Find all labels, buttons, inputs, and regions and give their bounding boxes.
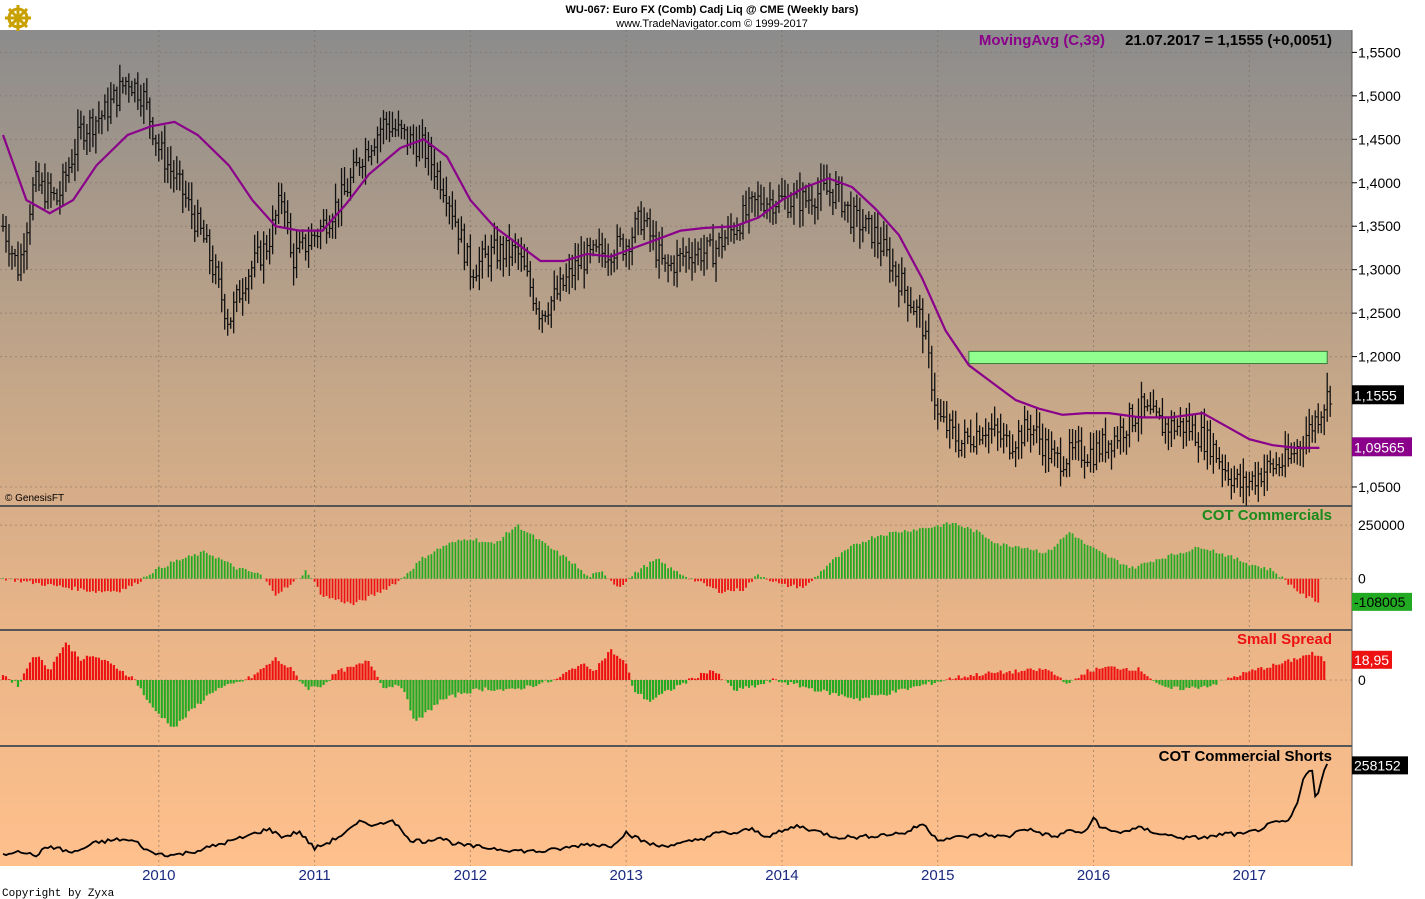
shorts-last-box bbox=[1352, 756, 1408, 775]
cot-commercials-bars bbox=[2, 522, 1320, 606]
x-tick-label: 2015 bbox=[921, 867, 954, 884]
price-tick-label: 1,4500 bbox=[1358, 131, 1401, 147]
price-tick-label: 1,5500 bbox=[1358, 44, 1401, 60]
cot-shorts-line bbox=[2, 763, 1329, 858]
copyright-credit: Copyright by Zyxa bbox=[2, 888, 115, 899]
last-close-box bbox=[1352, 385, 1404, 405]
shorts-last-label: 258152 bbox=[1354, 757, 1401, 773]
cot-tick-label: 250000 bbox=[1358, 517, 1405, 533]
spread-last-label: 18,95 bbox=[1354, 652, 1389, 668]
price-tick-label: 1,5000 bbox=[1358, 88, 1401, 104]
price-tick-label: 1,2500 bbox=[1358, 305, 1401, 321]
x-tick-label: 2012 bbox=[454, 867, 487, 884]
last-close-label: 1,1555 bbox=[1354, 387, 1397, 403]
x-tick-label: 2010 bbox=[142, 867, 175, 884]
x-tick-label: 2013 bbox=[609, 867, 642, 884]
spread-last-box bbox=[1352, 650, 1392, 669]
resistance-band bbox=[968, 350, 1328, 365]
date-value: 21.07.2017 = 1,1555 (+0,0051) bbox=[1125, 32, 1332, 49]
panel-title-small-spread: Small Spread bbox=[1237, 631, 1332, 648]
price-tick-label: 1,0500 bbox=[1358, 479, 1401, 495]
panel-title-cot-shorts: COT Commercial Shorts bbox=[1159, 748, 1332, 765]
moving-average-line bbox=[1, 120, 1320, 449]
spread-tick-label: 0 bbox=[1358, 672, 1366, 688]
x-tick-label: 2017 bbox=[1233, 867, 1266, 884]
ship-wheel-icon bbox=[5, 5, 31, 31]
price-tick-label: 1,3000 bbox=[1358, 262, 1401, 278]
x-tick-label: 2011 bbox=[298, 867, 330, 884]
x-tick-label: 2014 bbox=[765, 867, 798, 884]
price-tick-label: 1,2000 bbox=[1358, 349, 1401, 365]
cot-last-box bbox=[1352, 592, 1412, 611]
panel-title-cot-commercials: COT Commercials bbox=[1202, 507, 1332, 524]
ma-last-label: 1,09565 bbox=[1354, 439, 1405, 455]
price-tick-label: 1,4000 bbox=[1358, 175, 1401, 191]
cot-tick-label: 0 bbox=[1358, 571, 1366, 587]
ma-last-box bbox=[1352, 437, 1412, 457]
x-tick-label: 2016 bbox=[1077, 867, 1110, 884]
small-spread-bars bbox=[1, 642, 1326, 727]
price-tick-label: 1,3500 bbox=[1358, 218, 1401, 234]
ma-label: MovingAvg (C,39) bbox=[979, 32, 1105, 49]
genesis-credit: © GenesisFT bbox=[5, 493, 64, 504]
cot-last-label: -108005 bbox=[1354, 594, 1406, 610]
header-subtitle: www.TradeNavigator.com © 1999-2017 bbox=[615, 18, 808, 30]
plot-background bbox=[0, 30, 1352, 866]
header-title: WU-067: Euro FX (Comb) Cadj Liq @ CME (W… bbox=[566, 4, 859, 16]
